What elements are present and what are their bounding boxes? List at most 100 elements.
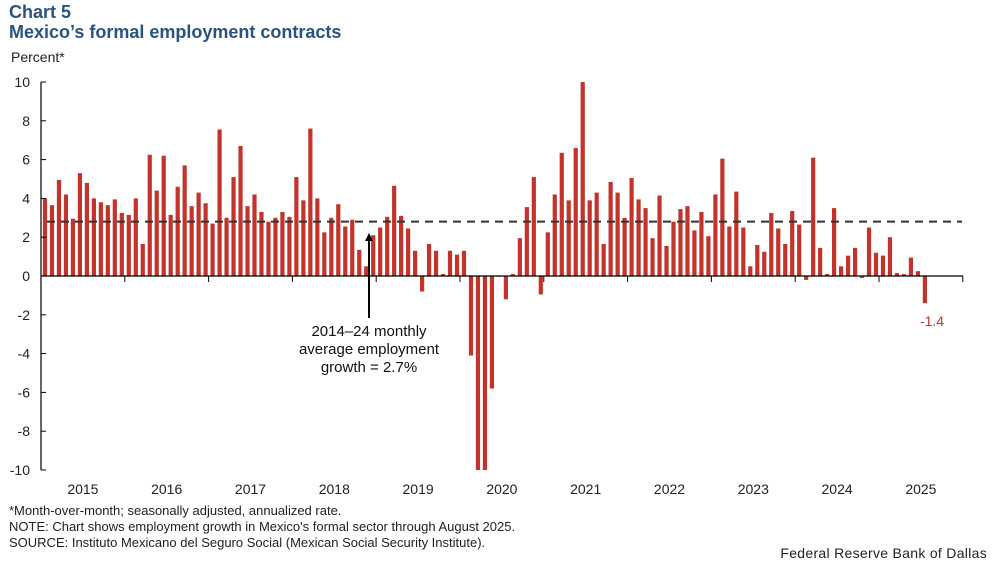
bar: [615, 192, 620, 276]
bar: [818, 247, 823, 276]
bar: [371, 235, 376, 276]
bar: [77, 173, 83, 276]
bar: [482, 276, 488, 470]
bar: [838, 266, 844, 276]
bar: [713, 194, 718, 276]
y-tick-label: -6: [18, 384, 31, 400]
bar: [594, 192, 599, 276]
bar: [378, 227, 383, 276]
x-tick-label: 2023: [738, 481, 769, 497]
bar: [259, 211, 264, 276]
bar: [392, 185, 397, 276]
bar: [112, 199, 117, 276]
bar: [161, 155, 166, 276]
bar: [447, 250, 453, 276]
x-tick-label: 2021: [570, 481, 601, 497]
bar: [231, 177, 236, 276]
y-tick-label: 0: [22, 268, 30, 284]
footnote: *Month-over-month; seasonally adjusted, …: [9, 503, 342, 518]
annotation-text: average employment: [299, 341, 440, 358]
bar: [203, 203, 208, 276]
bar: [49, 205, 55, 276]
y-tick-label: -10: [10, 462, 30, 478]
y-tick-label: 4: [22, 190, 30, 206]
annotation-text: growth = 2.7%: [321, 359, 417, 376]
note: NOTE: Chart shows employment growth in M…: [9, 519, 516, 534]
chart-title: Mexico’s formal employment contracts: [9, 22, 342, 42]
y-axis: 10 8 6 4 2 0 -2 -4 -6 -8 -10: [10, 74, 46, 478]
bar: [426, 243, 432, 276]
bar: [650, 238, 655, 276]
bar: [832, 208, 837, 276]
y-tick-label: -4: [18, 346, 31, 362]
bar: [280, 211, 285, 276]
arrow-head-icon: [365, 233, 373, 241]
bar: [922, 276, 927, 304]
bar: [475, 276, 481, 470]
bar: [287, 216, 292, 276]
y-tick-label: 10: [14, 74, 30, 90]
bar: [133, 198, 138, 276]
bar: [315, 198, 320, 276]
bar: [748, 266, 753, 276]
bar: [182, 165, 187, 276]
bar: [845, 255, 851, 276]
bar: [559, 152, 564, 276]
bar: [622, 217, 627, 276]
bar: [301, 200, 306, 276]
bar: [399, 215, 404, 276]
bar: [273, 217, 278, 276]
bar: [98, 202, 103, 276]
bar: [266, 221, 271, 276]
bar: [385, 216, 390, 276]
x-tick-label: 2022: [654, 481, 685, 497]
bar: [776, 228, 781, 276]
bar: [238, 146, 243, 276]
bar: [454, 254, 460, 276]
y-tick-label: 8: [22, 113, 30, 129]
bar: [126, 214, 131, 276]
bar: [566, 200, 571, 276]
bar: [322, 232, 327, 276]
x-tick-label: 2025: [905, 481, 936, 497]
bar: [671, 221, 676, 276]
bar: [852, 247, 858, 276]
brand-name: Federal Reserve Bank of Dallas: [780, 545, 987, 561]
bar: [678, 209, 683, 276]
bar: [629, 178, 634, 276]
bar: [308, 128, 313, 276]
bar: [873, 252, 879, 276]
bar: [880, 255, 886, 276]
bar: [887, 237, 893, 276]
bar: [692, 230, 697, 276]
x-axis: 2015 2016 2017 2018 2019 2020 2021 2022 2023 2024…: [40, 275, 964, 497]
bar: [154, 190, 159, 276]
bar: [91, 198, 96, 276]
bar: [224, 217, 229, 276]
bar: [357, 249, 362, 276]
bar: [866, 227, 872, 276]
bar: [406, 228, 411, 276]
y-tick-label: -8: [18, 423, 31, 439]
bar: [790, 211, 795, 276]
last-value-label: -1.4: [920, 313, 944, 329]
x-tick-label: 2024: [822, 481, 853, 497]
bar: [70, 218, 76, 276]
bar: [210, 223, 215, 276]
bar: [84, 182, 89, 276]
bar: [727, 226, 732, 276]
bar: [894, 273, 900, 276]
x-tick-label: 2018: [319, 481, 350, 497]
bar: [587, 200, 592, 276]
bar: [175, 186, 180, 276]
bar: [196, 192, 201, 276]
x-tick-label: 2019: [403, 481, 434, 497]
bar: [364, 266, 369, 276]
bar: [538, 276, 543, 295]
bar: [859, 276, 865, 278]
bar: [699, 211, 704, 276]
bar: [105, 205, 110, 276]
y-tick-label: -2: [18, 307, 31, 323]
